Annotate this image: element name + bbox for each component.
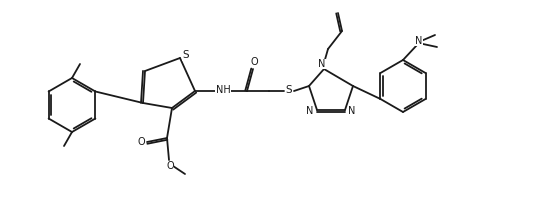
Text: N: N [415,36,423,46]
Text: O: O [137,137,145,147]
Text: N: N [306,106,314,116]
Text: N: N [318,59,326,69]
Text: O: O [250,57,258,67]
Text: N: N [348,106,356,116]
Text: NH: NH [215,85,230,95]
Text: S: S [183,50,190,60]
Text: O: O [166,161,174,171]
Text: S: S [285,85,293,95]
